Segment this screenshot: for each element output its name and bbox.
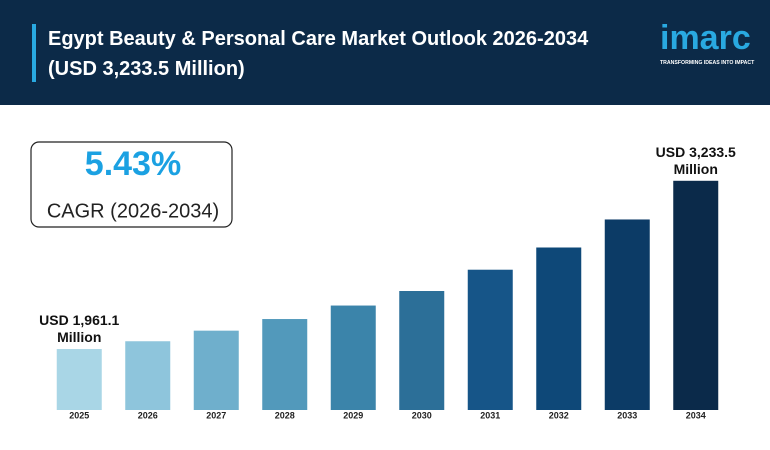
x-tick-label: 2030 [412,410,432,420]
x-tick-label: 2028 [275,410,295,420]
bar [56,349,102,410]
logo: imarc [660,19,751,57]
bar [399,291,445,410]
x-tick-label: 2031 [480,410,500,420]
bar [467,269,513,410]
x-tick-label: 2033 [617,410,637,420]
header: Egypt Beauty & Personal Care Market Outl… [0,0,770,105]
cagr-value: 5.43% [85,145,181,183]
bar [330,305,376,410]
logo-tagline: TRANSFORMING IDEAS INTO IMPACT [660,60,755,66]
x-tick-label: 2034 [686,410,706,420]
cagr-box [30,141,233,228]
accent-bar [32,24,36,82]
x-tick-label: 2025 [69,410,89,420]
bar [262,319,308,410]
value-label: USD 3,233.5 Million [655,143,736,177]
x-tick-label: 2029 [343,410,363,420]
cagr-label: CAGR (2026-2034) [47,200,219,222]
bar [604,219,650,410]
bar [673,180,719,410]
x-tick-label: 2027 [206,410,226,420]
bar [193,330,239,410]
x-tick-label: 2026 [138,410,158,420]
x-tick-label: 2032 [549,410,569,420]
chart-title: Egypt Beauty & Personal Care Market Outl… [48,28,589,80]
value-label: USD 1,961.1 Million [39,312,120,346]
bar [125,341,171,410]
bar [536,247,582,410]
